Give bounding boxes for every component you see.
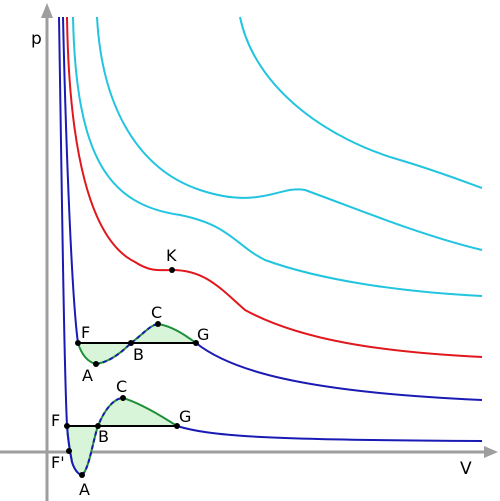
lower-points: F F' A B C G [51,377,191,499]
label-upper-c: C [151,303,162,322]
lower-area-upper-lobe [96,396,181,427]
label-upper-g: G [197,325,209,344]
point-upper-g [193,340,199,346]
point-upper-c [155,321,161,327]
critical-isotherm [66,16,483,358]
x-axis-arrowhead [484,446,498,458]
point-lower-b [95,423,101,429]
y-axis-label: p [31,29,42,49]
point-lower-g [174,423,180,429]
y-axis-arrowhead [41,3,53,18]
point-upper-b [128,340,134,346]
lower-subcritical-isotherm [58,16,483,477]
point-upper-f [75,340,81,346]
label-lower-g: G [179,407,191,426]
upper-isotherm-right-branch [195,342,483,401]
point-lower-a [79,472,85,478]
x-axis-label: V [460,459,472,479]
label-lower-b: B [98,427,109,446]
point-k [169,267,175,273]
upper-isotherm-unstable-segment [95,323,159,365]
point-lower-c [120,395,126,401]
upper-area-upper-lobe [127,322,200,344]
point-lower-f-prime [66,448,72,454]
label-upper-a: A [82,366,93,385]
upper-subcritical-isotherm [62,16,483,401]
point-lower-f [64,423,70,429]
isotherm-t3 [96,16,483,251]
point-upper-a [93,361,99,367]
label-lower-c: C [116,377,127,396]
critical-point-group: K [166,246,177,273]
label-lower-a: A [79,480,90,499]
isotherm-t2 [72,16,483,297]
upper-points: F A B C G [75,303,209,385]
lower-isotherm-left-branch [58,16,83,476]
label-lower-f-prime: F' [51,453,65,472]
lower-isotherm-right-branch [176,425,483,442]
label-k: K [166,246,177,265]
isotherms-above-critical [72,16,483,297]
isotherm-t4 [239,16,483,189]
upper-isotherm-left-branch [62,16,79,344]
label-upper-f: F [81,323,90,342]
label-lower-f: F [51,411,60,430]
label-upper-b: B [133,345,144,364]
